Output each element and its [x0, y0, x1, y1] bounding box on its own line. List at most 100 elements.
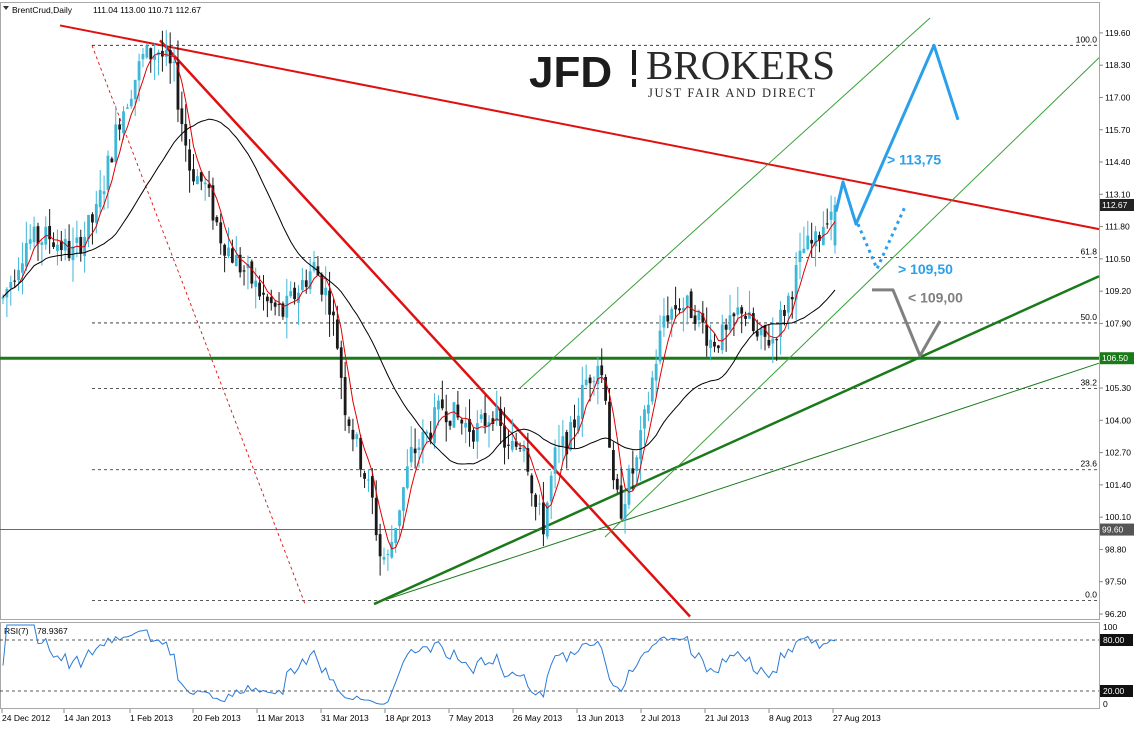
fib-label-4: 23.6	[1080, 459, 1097, 469]
candle-body-209	[814, 231, 817, 247]
candle-body-165	[643, 409, 646, 429]
candle-body-84	[328, 290, 331, 315]
candle-body-73	[285, 295, 289, 318]
candle-body-102	[398, 510, 401, 527]
candle-body-32	[126, 107, 129, 109]
candle-body-205	[798, 250, 802, 263]
x-tick-label-5: 31 Mar 2013	[321, 713, 369, 723]
candle-body-48	[188, 149, 192, 171]
y-tick-label-10: 109.20	[1105, 286, 1131, 296]
candle-body-212	[825, 223, 829, 225]
fibonacci-levels: 100.0 61.8 50.0 38.2 23.6 0.0	[92, 34, 1099, 601]
y-tick-label-13: 113.10	[1105, 189, 1131, 199]
candle-body-70	[273, 302, 277, 307]
candle-body-108	[421, 432, 425, 451]
candle-body-123	[479, 414, 483, 420]
y-tick-label-7: 105.30	[1105, 383, 1131, 393]
candle-body-91	[355, 434, 359, 440]
candle-body-141	[549, 475, 553, 502]
candle-body-59	[230, 248, 234, 263]
candle-body-136	[530, 475, 534, 494]
candle-body-63	[246, 264, 250, 269]
candle-body-150	[584, 379, 588, 386]
y-tick-label-9: 107.90	[1105, 318, 1131, 328]
candle-body-135	[526, 448, 530, 472]
candle-body-178	[693, 315, 697, 325]
candle-body-201	[783, 310, 786, 316]
candle-body-190	[740, 307, 744, 314]
x-tick-label-2: 1 Feb 2013	[130, 713, 173, 723]
y-tick-label-5: 102.70	[1105, 448, 1131, 458]
candle-body-180	[701, 313, 705, 323]
candle-body-43	[168, 49, 172, 64]
candle-body-109	[425, 431, 429, 434]
candle-body-130	[507, 444, 510, 446]
candle-body-155	[604, 376, 608, 401]
candle-body-152	[592, 380, 596, 382]
candle-body-20	[79, 236, 83, 254]
candle-body-154	[600, 365, 604, 376]
x-tick-label-10: 2 Jul 2013	[641, 713, 680, 723]
candle-body-49	[192, 169, 195, 182]
candle-body-191	[744, 316, 747, 319]
candle-body-6	[24, 243, 28, 267]
candle-body-111	[433, 407, 436, 444]
candle-body-140	[545, 502, 549, 537]
x-tick-label-4: 11 Mar 2013	[257, 713, 304, 723]
candle-body-75	[293, 287, 296, 300]
candle-body-144	[561, 436, 565, 446]
price-label-text-2: 99.60	[1102, 525, 1124, 535]
candle-body-29	[114, 124, 118, 162]
candle-body-169	[658, 330, 662, 362]
candle-body-117	[456, 404, 460, 418]
candle-body-15	[59, 240, 63, 251]
candle-body-184	[716, 345, 720, 349]
jfd-brokers-logo: JFD BROKERS JUST FAIR AND DIRECT	[529, 42, 835, 100]
candle-body-68	[265, 296, 269, 302]
rsi-level-label-1: 20.00	[1103, 686, 1125, 696]
candle-body-192	[748, 312, 751, 319]
x-tick-label-6: 18 Apr 2013	[385, 713, 431, 723]
candle-body-199	[775, 339, 779, 341]
candle-body-213	[829, 211, 833, 220]
y-tick-label-11: 110.50	[1105, 254, 1131, 264]
candle-body-134	[522, 446, 526, 452]
candle-body-72	[281, 303, 285, 317]
candle-body-194	[755, 331, 759, 337]
candle-body-158	[615, 478, 619, 490]
projection-annotations: > 113,75 > 109,50 < 109,00	[887, 152, 963, 306]
bullish-projection-path	[834, 43, 960, 226]
fib-diagonal-dashed	[91, 45, 306, 605]
candle-body-58	[227, 247, 230, 257]
candle-body-182	[709, 339, 712, 349]
fast-moving-average-line	[2, 52, 836, 550]
x-tick-label-0: 24 Dec 2012	[2, 713, 50, 723]
menu-triangle-icon[interactable]	[3, 6, 9, 10]
candle-body-0	[1, 296, 5, 299]
rsi-tick-label-1: 0	[1103, 699, 1108, 709]
y-tick-label-14: 114.40	[1105, 157, 1131, 167]
candle-body-170	[662, 315, 666, 328]
x-tick-label-1: 14 Jan 2013	[64, 713, 111, 723]
candle-body-193	[751, 313, 755, 332]
candle-body-53	[207, 184, 211, 189]
candle-body-46	[180, 108, 184, 125]
price-axis: 96.20 97.50 98.80 100.10 101.40 102.70 104.00 1…	[1099, 28, 1134, 619]
rsi-line	[2, 624, 836, 705]
candle-body-64	[250, 261, 254, 284]
candle-body-119	[464, 422, 468, 428]
candle-body-116	[452, 402, 456, 428]
candle-body-77	[300, 279, 304, 290]
rsi-title: RSI(7)	[4, 626, 29, 636]
candle-body-162	[631, 468, 635, 474]
rsi-level-label-0: 80.00	[1103, 635, 1125, 645]
candle-body-30	[118, 124, 122, 130]
candle-body-132	[514, 441, 518, 447]
y-tick-label-17: 118.30	[1105, 60, 1131, 70]
x-tick-label-3: 20 Feb 2013	[193, 713, 241, 723]
rsi-tick-label-0: 100	[1103, 622, 1117, 632]
candle-body-188	[732, 313, 736, 317]
time-axis: 24 Dec 2012 14 Jan 2013 1 Feb 2013 20 Feb 2…	[1, 709, 881, 723]
candle-body-60	[234, 255, 238, 266]
